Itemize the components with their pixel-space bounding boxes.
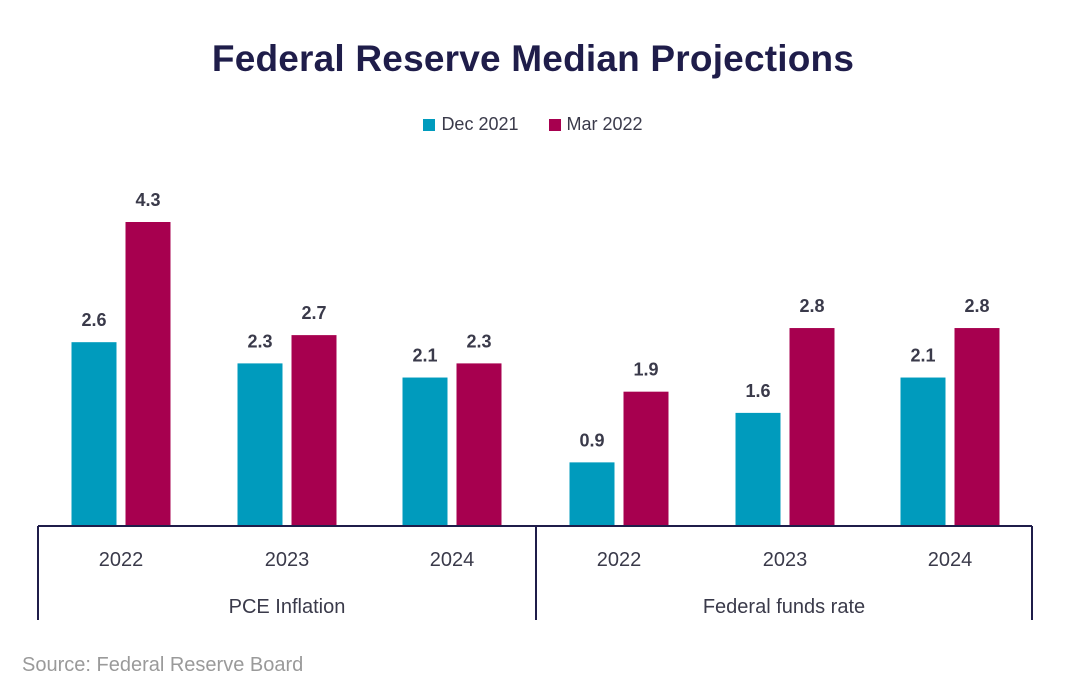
group-label-0: PCE Inflation: [229, 596, 346, 618]
bar-mar-2022-1: [292, 335, 337, 526]
chart-plot-area: 2.6 2.3 2.1 0.9 1.6 2.1 4.3 2.7 2.3 1.9 2.8 2.8 2022…: [0, 0, 1066, 698]
x-tick-label-3: 2022: [597, 549, 642, 571]
data-label-mar-2022-0: 4.3: [135, 190, 160, 210]
data-label-dec-2021-2: 2.1: [412, 346, 437, 366]
data-label-mar-2022-1: 2.7: [301, 303, 326, 323]
data-label-dec-2021-3: 0.9: [579, 430, 604, 450]
bar-mar-2022-0: [126, 222, 171, 526]
x-tick-label-5: 2024: [928, 549, 973, 571]
data-label-dec-2021-5: 2.1: [910, 346, 935, 366]
data-label-mar-2022-4: 2.8: [799, 296, 824, 316]
bar-mar-2022-2: [457, 363, 502, 526]
bar-dec-2021-0: [72, 342, 117, 526]
data-label-dec-2021-4: 1.6: [745, 381, 770, 401]
x-tick-label-4: 2023: [763, 549, 808, 571]
data-label-dec-2021-0: 2.6: [81, 310, 106, 330]
x-tick-label-0: 2022: [99, 549, 144, 571]
data-label-dec-2021-1: 2.3: [247, 331, 272, 351]
x-tick-label-1: 2023: [265, 549, 310, 571]
data-label-mar-2022-3: 1.9: [633, 360, 658, 380]
bar-mar-2022-4: [790, 328, 835, 526]
data-label-mar-2022-2: 2.3: [466, 331, 491, 351]
bar-dec-2021-2: [403, 378, 448, 526]
bar-dec-2021-3: [570, 462, 615, 526]
group-label-1: Federal funds rate: [703, 596, 865, 618]
bar-mar-2022-3: [624, 392, 669, 526]
data-label-mar-2022-5: 2.8: [964, 296, 989, 316]
bar-dec-2021-1: [238, 363, 283, 526]
bar-dec-2021-4: [736, 413, 781, 526]
source-note: Source: Federal Reserve Board: [22, 654, 303, 677]
x-tick-label-2: 2024: [430, 549, 475, 571]
bar-dec-2021-5: [901, 378, 946, 526]
bar-mar-2022-5: [955, 328, 1000, 526]
